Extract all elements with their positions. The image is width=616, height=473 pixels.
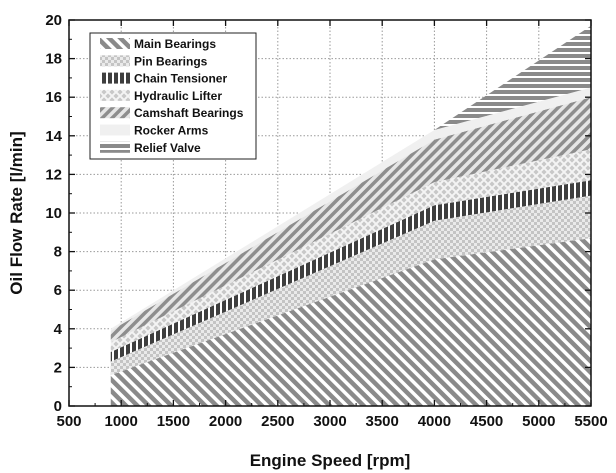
area-chain-tensioner	[110, 180, 591, 362]
x-tick-label: 1500	[157, 413, 190, 430]
y-tick-label: 0	[54, 398, 62, 415]
legend-label: Hydraulic Lifter	[134, 89, 222, 103]
y-tick-label: 12	[45, 166, 62, 183]
x-axis-title: Engine Speed [rpm]	[250, 451, 411, 470]
x-tick-label: 3500	[366, 413, 399, 430]
y-tick-label: 18	[45, 51, 62, 68]
y-tick-labels: 0 2 4 6 8 10 12 14 16 18 20	[45, 12, 62, 415]
y-tick-label: 2	[54, 359, 62, 376]
x-tick-label: 5000	[522, 413, 555, 430]
legend-label: Pin Bearings	[134, 54, 208, 68]
axis-ticks	[68, 19, 592, 407]
legend-label: Main Bearings	[134, 37, 216, 51]
y-axis-title: Oil Flow Rate [l/min]	[7, 131, 26, 294]
x-tick-label: 500	[56, 413, 81, 430]
y-tick-label: 4	[54, 321, 63, 338]
legend-swatch	[100, 72, 130, 84]
y-tick-label: 20	[45, 12, 62, 29]
legend-swatch	[100, 107, 130, 119]
legend-label: Relief Valve	[134, 141, 201, 155]
area-hydraulic-lifter	[110, 149, 591, 352]
legend: Main Bearings Pin Bearings Chain Tensioner…	[89, 32, 257, 160]
stacked-areas	[110, 25, 591, 406]
y-tick-label: 10	[45, 205, 62, 222]
legend-swatch	[100, 124, 130, 136]
legend-swatch	[100, 89, 130, 101]
legend-swatch	[100, 38, 130, 49]
area-main-bearings	[110, 238, 591, 406]
x-tick-label: 2500	[261, 413, 294, 430]
area-camshaft-bearings	[110, 97, 591, 343]
legend-label: Camshaft Bearings	[134, 106, 244, 120]
legend-swatch	[100, 55, 130, 67]
x-tick-label: 3000	[313, 413, 346, 430]
legend-label: Rocker Arms	[134, 124, 209, 138]
y-tick-label: 6	[54, 282, 62, 299]
legend-swatch	[100, 141, 130, 153]
y-tick-label: 14	[45, 128, 62, 145]
x-tick-label: 4000	[418, 413, 451, 430]
y-tick-label: 16	[45, 89, 62, 106]
x-tick-label: 4500	[470, 413, 503, 430]
x-tick-label: 2000	[209, 413, 242, 430]
x-tick-label: 1000	[105, 413, 138, 430]
x-tick-labels: 500 1000 1500 2000 2500 3000 3500 4000 4500 5000 5…	[56, 413, 607, 430]
x-tick-label: 5500	[574, 413, 607, 430]
y-tick-label: 8	[54, 244, 62, 261]
legend-label: Chain Tensioner	[134, 72, 227, 86]
area-pin-bearings	[110, 195, 591, 376]
